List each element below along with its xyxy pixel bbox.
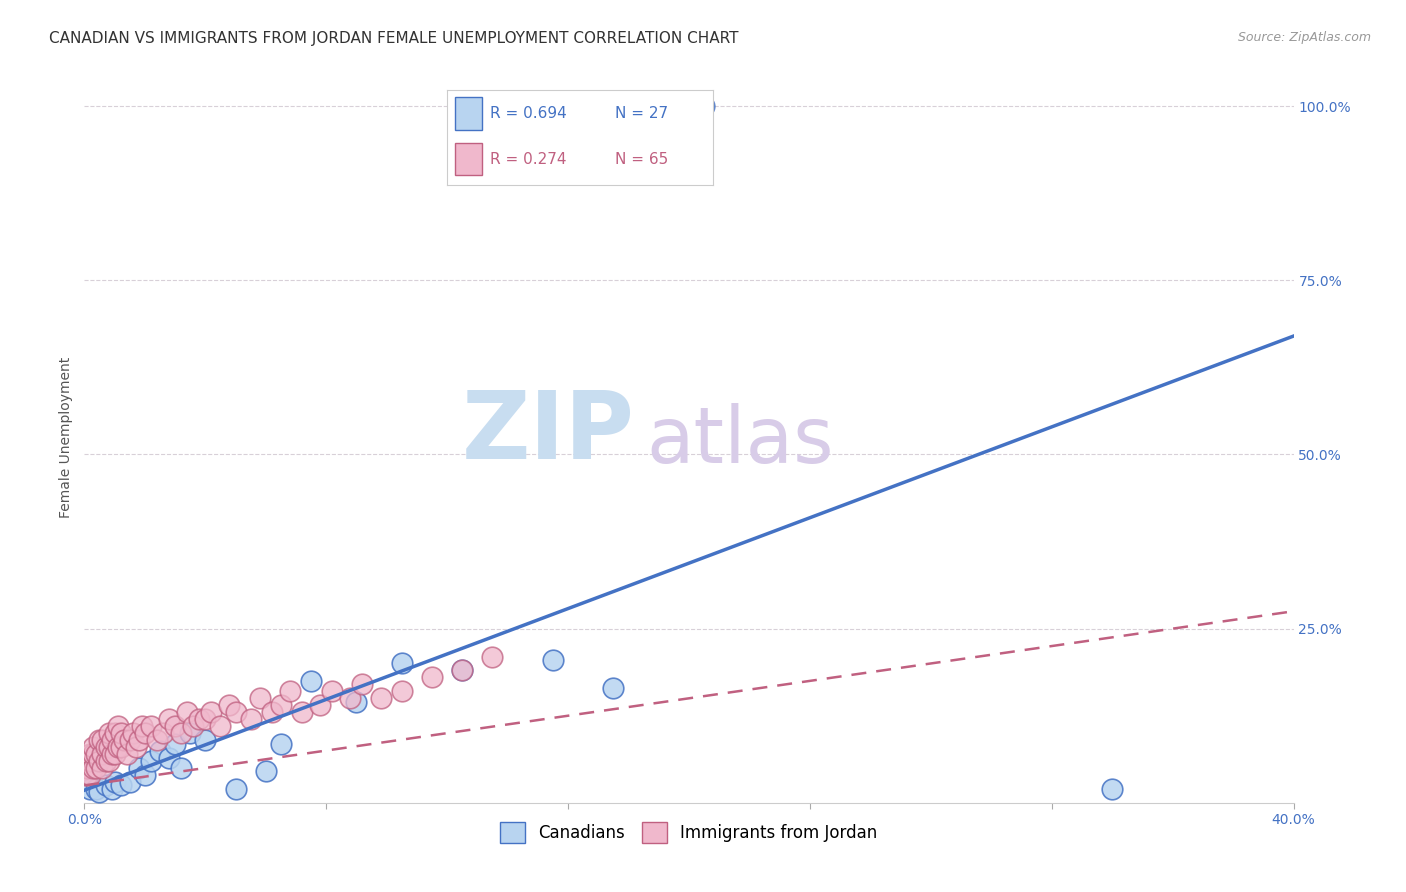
Point	[299, 673, 322, 688]
Text: CANADIAN VS IMMIGRANTS FROM JORDAN FEMALE UNEMPLOYMENT CORRELATION CHART: CANADIAN VS IMMIGRANTS FROM JORDAN FEMAL…	[49, 31, 738, 46]
Point	[481, 649, 503, 664]
Point	[104, 775, 127, 789]
Legend: Canadians, Immigrants from Jordan: Canadians, Immigrants from Jordan	[494, 815, 884, 849]
Point	[100, 733, 122, 747]
Text: ZIP: ZIP	[461, 387, 634, 479]
Point	[110, 740, 132, 755]
Point	[218, 698, 240, 713]
Point	[249, 691, 271, 706]
Point	[100, 781, 122, 796]
Point	[110, 726, 132, 740]
Point	[254, 764, 277, 779]
Point	[115, 747, 138, 761]
Point	[451, 664, 474, 678]
Point	[391, 684, 413, 698]
Point	[157, 712, 180, 726]
Point	[176, 705, 198, 719]
Point	[121, 726, 143, 740]
Point	[79, 781, 101, 796]
Point	[693, 99, 716, 113]
Point	[291, 705, 314, 719]
Point	[602, 681, 624, 695]
Point	[391, 657, 413, 671]
Point	[76, 768, 98, 782]
Point	[181, 719, 204, 733]
Point	[278, 684, 301, 698]
Point	[165, 719, 187, 733]
Point	[107, 719, 129, 733]
Point	[1101, 781, 1123, 796]
Point	[321, 684, 343, 698]
Point	[97, 740, 120, 755]
Point	[194, 712, 217, 726]
Point	[91, 761, 114, 775]
Point	[86, 761, 108, 775]
Point	[97, 754, 120, 768]
Point	[118, 775, 141, 789]
Point	[179, 726, 201, 740]
Text: atlas: atlas	[647, 402, 834, 479]
Point	[134, 726, 156, 740]
Point	[270, 737, 292, 751]
Point	[157, 750, 180, 764]
Point	[149, 743, 172, 757]
Point	[209, 719, 232, 733]
Point	[104, 726, 127, 740]
Point	[139, 719, 162, 733]
Point	[128, 733, 150, 747]
Point	[89, 733, 111, 747]
Point	[270, 698, 292, 713]
Point	[165, 737, 187, 751]
Point	[91, 733, 114, 747]
Point	[91, 747, 114, 761]
Point	[82, 740, 104, 755]
Point	[89, 754, 111, 768]
Point	[118, 733, 141, 747]
Point	[194, 733, 217, 747]
Point	[451, 664, 474, 678]
Point	[339, 691, 361, 706]
Point	[128, 761, 150, 775]
Point	[352, 677, 374, 691]
Y-axis label: Female Unemployment: Female Unemployment	[59, 357, 73, 517]
Point	[94, 740, 117, 755]
Point	[170, 761, 193, 775]
Point	[146, 733, 169, 747]
Point	[225, 705, 247, 719]
Point	[200, 705, 222, 719]
Point	[112, 733, 135, 747]
Point	[104, 747, 127, 761]
Point	[152, 726, 174, 740]
Point	[82, 747, 104, 761]
Point	[370, 691, 392, 706]
Point	[110, 778, 132, 792]
Point	[76, 761, 98, 775]
Point	[97, 726, 120, 740]
Point	[420, 670, 443, 684]
Point	[79, 747, 101, 761]
Point	[346, 695, 368, 709]
Point	[541, 653, 564, 667]
Point	[86, 781, 108, 796]
Point	[260, 705, 283, 719]
Point	[131, 719, 153, 733]
Point	[125, 740, 148, 755]
Point	[82, 761, 104, 775]
Point	[86, 747, 108, 761]
Point	[100, 747, 122, 761]
Point	[94, 754, 117, 768]
Point	[309, 698, 332, 713]
Point	[139, 754, 162, 768]
Point	[107, 740, 129, 755]
Point	[89, 785, 111, 799]
Point	[225, 781, 247, 796]
Point	[94, 778, 117, 792]
Point	[79, 754, 101, 768]
Point	[239, 712, 262, 726]
Point	[79, 768, 101, 782]
Text: Source: ZipAtlas.com: Source: ZipAtlas.com	[1237, 31, 1371, 45]
Point	[170, 726, 193, 740]
Point	[188, 712, 211, 726]
Point	[134, 768, 156, 782]
